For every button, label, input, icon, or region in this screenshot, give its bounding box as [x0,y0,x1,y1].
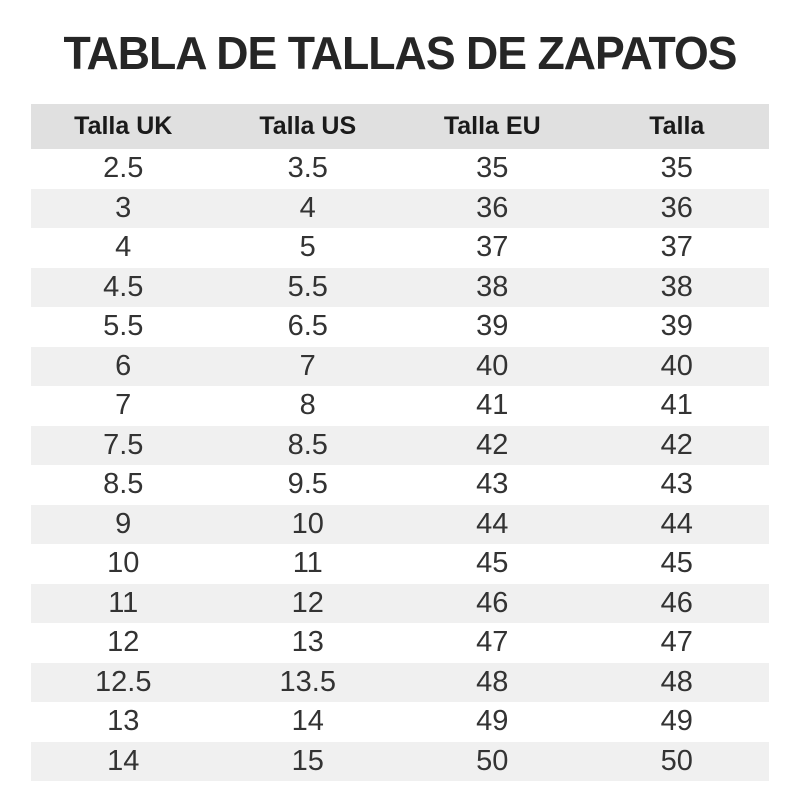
table-cell: 38 [400,267,585,307]
table-row: 6 7 40 40 [31,346,769,386]
table-row: 3 4 36 36 [31,188,769,228]
table-cell: 5.5 [31,307,216,347]
size-table-body: 2.5 3.5 35 35 3 4 36 36 4 5 37 37 4.5 5.5 38 38 5.5 6.5 39… [31,149,769,781]
table-row: 11 12 46 46 [31,583,769,623]
table-cell: 36 [584,188,769,228]
table-cell: 40 [400,346,585,386]
table-cell: 40 [584,346,769,386]
table-cell: 48 [584,662,769,702]
table-row: 4.5 5.5 38 38 [31,267,769,307]
table-cell: 39 [584,307,769,347]
table-cell: 47 [584,623,769,663]
table-cell: 36 [400,188,585,228]
table-cell: 11 [215,544,400,584]
table-cell: 35 [400,149,585,189]
table-cell: 13 [31,702,216,742]
table-cell: 12 [31,623,216,663]
table-row: 13 14 49 49 [31,702,769,742]
table-row: 5.5 6.5 39 39 [31,307,769,347]
table-cell: 13 [215,623,400,663]
table-cell: 7 [215,346,400,386]
table-cell: 41 [400,386,585,426]
table-row: 14 15 50 50 [31,741,769,781]
table-cell: 4 [31,228,216,268]
column-header: Talla US [215,104,400,149]
table-cell: 8.5 [215,425,400,465]
table-cell: 9.5 [215,465,400,505]
table-cell: 10 [215,504,400,544]
table-cell: 12.5 [31,662,216,702]
table-cell: 4 [215,188,400,228]
table-cell: 45 [400,544,585,584]
table-row: 12 13 47 47 [31,623,769,663]
table-row: 7 8 41 41 [31,386,769,426]
table-row: 12.5 13.5 48 48 [31,662,769,702]
table-cell: 2.5 [31,149,216,189]
table-cell: 3 [31,188,216,228]
table-cell: 12 [215,583,400,623]
table-cell: 4.5 [31,267,216,307]
table-cell: 50 [400,741,585,781]
table-cell: 5.5 [215,267,400,307]
table-cell: 8 [215,386,400,426]
table-cell: 6.5 [215,307,400,347]
table-cell: 10 [31,544,216,584]
table-cell: 43 [584,465,769,505]
table-cell: 41 [584,386,769,426]
table-cell: 43 [400,465,585,505]
table-cell: 48 [400,662,585,702]
table-cell: 37 [584,228,769,268]
table-cell: 6 [31,346,216,386]
table-cell: 42 [400,425,585,465]
table-cell: 45 [584,544,769,584]
table-cell: 7.5 [31,425,216,465]
table-cell: 49 [400,702,585,742]
column-header: Talla UK [31,104,216,149]
table-row: 10 11 45 45 [31,544,769,584]
table-cell: 7 [31,386,216,426]
table-row: 7.5 8.5 42 42 [31,425,769,465]
table-cell: 38 [584,267,769,307]
table-row: 9 10 44 44 [31,504,769,544]
table-cell: 15 [215,741,400,781]
table-cell: 13.5 [215,662,400,702]
table-cell: 9 [31,504,216,544]
table-cell: 11 [31,583,216,623]
table-row: 8.5 9.5 43 43 [31,465,769,505]
table-cell: 44 [400,504,585,544]
size-table: Talla UK Talla US Talla EU Talla 2.5 3.5 35 35… [31,104,769,781]
table-cell: 3.5 [215,149,400,189]
table-cell: 46 [584,583,769,623]
column-header: Talla [584,104,769,149]
table-cell: 49 [584,702,769,742]
table-cell: 39 [400,307,585,347]
column-header: Talla EU [400,104,585,149]
table-row: 2.5 3.5 35 35 [31,149,769,189]
table-cell: 50 [584,741,769,781]
table-cell: 42 [584,425,769,465]
table-cell: 37 [400,228,585,268]
table-cell: 14 [31,741,216,781]
page-title: TABLA DE TALLAS DE ZAPATOS [63,27,738,79]
size-table-head: Talla UK Talla US Talla EU Talla [31,104,769,149]
table-cell: 46 [400,583,585,623]
table-cell: 35 [584,149,769,189]
table-cell: 14 [215,702,400,742]
table-cell: 47 [400,623,585,663]
table-cell: 8.5 [31,465,216,505]
table-header-row: Talla UK Talla US Talla EU Talla [31,104,769,149]
table-row: 4 5 37 37 [31,228,769,268]
table-cell: 5 [215,228,400,268]
table-cell: 44 [584,504,769,544]
